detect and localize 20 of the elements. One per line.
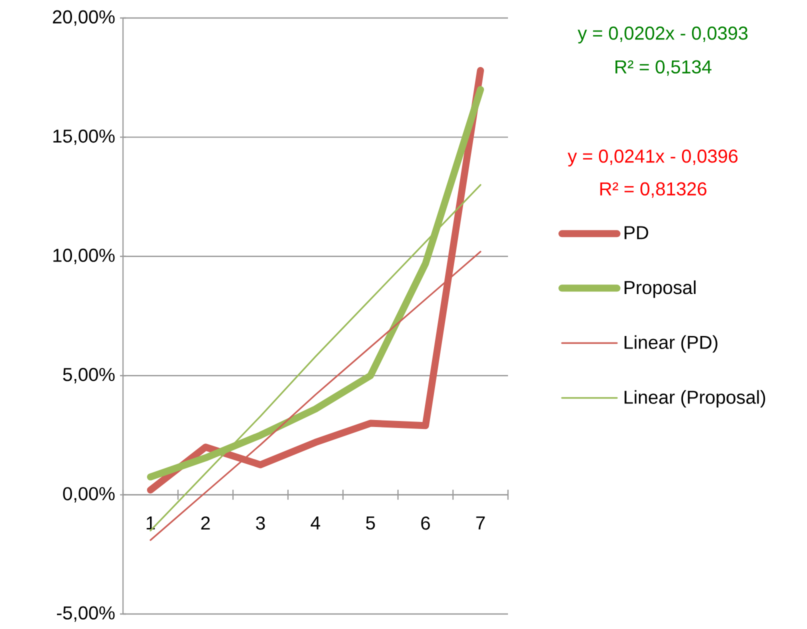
legend-label: PD [624, 226, 648, 240]
y-tick-label: 15,00% [53, 129, 115, 145]
y-tick-label: 10,00% [53, 248, 115, 264]
text: y = 0,0241x - 0,0396 [568, 150, 738, 166]
x-tick-label: 2 [201, 516, 210, 530]
y-tick-label: 20,00% [52, 10, 115, 26]
x-tick-label: 5 [366, 516, 375, 530]
legend-label: Proposal [624, 280, 696, 298]
y-tick-label: 0,00% [63, 487, 115, 503]
x-tick-label: 7 [476, 516, 485, 530]
legend-label: Linear (PD) [624, 335, 718, 353]
y-tick-label: 5,00% [63, 368, 115, 384]
text: y = 0,0202x - 0,0393 [578, 26, 748, 44]
text: R² = 0,5134 [616, 60, 712, 76]
legend-label: Linear (Proposal) [624, 390, 766, 408]
y-tick-label: -5,00% [56, 606, 115, 622]
x-tick-label: 3 [256, 516, 265, 530]
x-tick-label: 4 [310, 516, 320, 530]
x-tick-label: 6 [421, 516, 430, 530]
text: R² = 0,81326 [600, 182, 706, 198]
